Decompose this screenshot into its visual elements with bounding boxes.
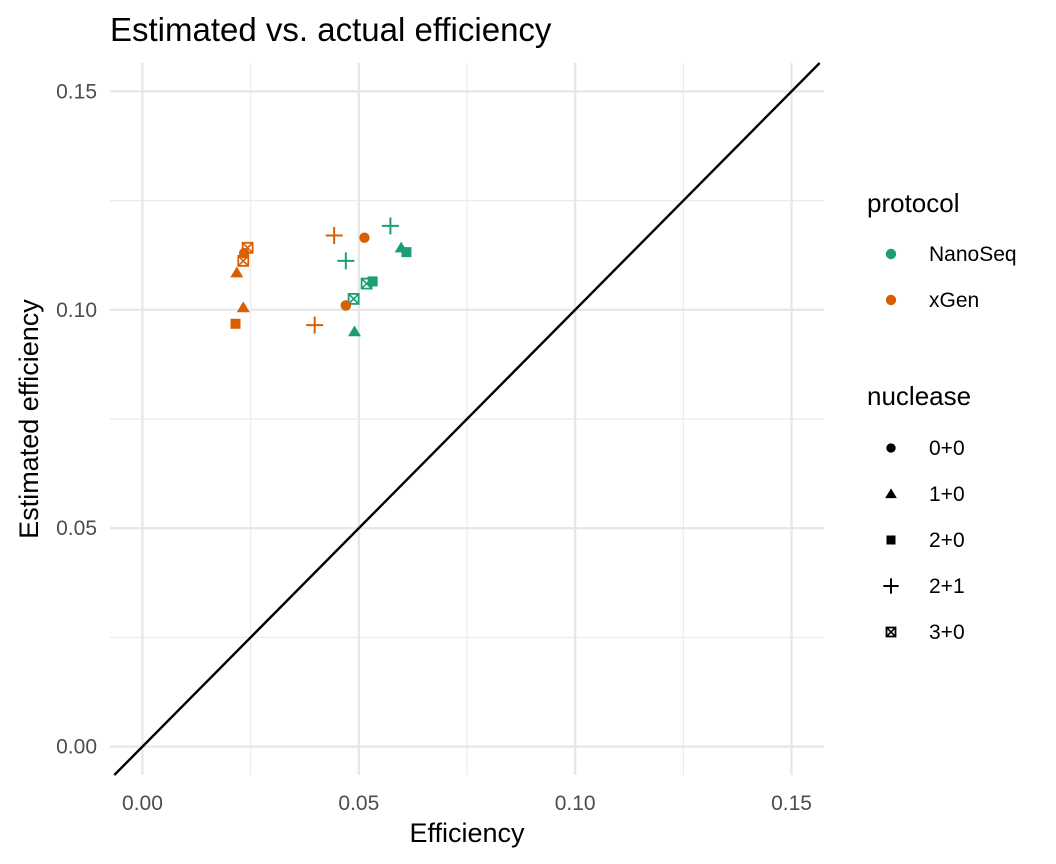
legend-key-circle (886, 443, 896, 453)
data-point-nanoseq-7 (347, 292, 360, 305)
protocol-legend: protocol NanoSeq xGen (867, 188, 1017, 312)
legend-label-nuclease-1: 1+0 (929, 483, 965, 506)
y-axis-title: Estimated efficiency (14, 299, 44, 539)
legend-label-xgen: xGen (929, 289, 979, 312)
legend-key-triangle (885, 488, 897, 499)
legend-label-nuclease-2: 2+0 (929, 529, 965, 552)
data-point-xgen-18 (241, 241, 254, 254)
data-point-xgen-11 (359, 232, 370, 243)
data-points (230, 217, 412, 337)
legend-label-nuclease-3: 2+1 (929, 575, 965, 598)
data-point-nanoseq-5 (337, 252, 355, 270)
nuclease-legend: nuclease 0+0 1+0 2+0 2+1 3+0 (867, 381, 971, 644)
y-tick-label: 0.05 (56, 517, 97, 540)
data-point-xgen-15 (306, 316, 324, 334)
legend-label-nanoseq: NanoSeq (929, 243, 1017, 266)
data-point-xgen-16 (325, 227, 343, 245)
y-tick-label: 0.10 (56, 299, 97, 322)
legend-key-square (886, 535, 896, 545)
identity-reference-line (113, 62, 821, 776)
protocol-legend-title: protocol (867, 188, 960, 218)
x-tick-label: 0.10 (555, 792, 596, 815)
data-point-nanoseq-6 (381, 217, 399, 235)
legend-label-nuclease-4: 3+0 (929, 621, 965, 644)
y-tick-label: 0.15 (56, 80, 97, 103)
legend-label-nuclease-0: 0+0 (929, 437, 965, 460)
legend-key-xgen (885, 294, 897, 306)
x-tick-label: 0.15 (771, 792, 812, 815)
y-axis-ticks: 0.00 0.05 0.10 0.15 (56, 80, 97, 758)
data-point-xgen-10 (340, 300, 352, 311)
x-axis-title: Efficiency (409, 818, 525, 848)
data-point-xgen-12 (230, 266, 244, 278)
x-tick-label: 0.00 (122, 792, 163, 815)
y-tick-label: 0.00 (56, 736, 97, 759)
data-point-nanoseq-3 (367, 276, 378, 287)
legend-key-nanoseq (885, 248, 897, 260)
data-point-xgen-17 (237, 254, 250, 267)
data-point-nanoseq-1 (347, 325, 362, 337)
data-point-nanoseq-8 (360, 277, 373, 290)
reference-line-group (113, 62, 821, 776)
nuclease-legend-title: nuclease (867, 381, 971, 411)
data-point-nanoseq-4 (401, 247, 412, 258)
chart-title: Estimated vs. actual efficiency (110, 11, 552, 48)
x-axis-ticks: 0.00 0.05 0.10 0.15 (122, 792, 812, 815)
grid (110, 63, 824, 775)
data-point-xgen-13 (236, 301, 250, 313)
x-tick-label: 0.05 (338, 792, 379, 815)
legend-key-plus (883, 578, 899, 594)
legend-key-square-x (885, 626, 897, 638)
data-point-xgen-14 (230, 318, 241, 329)
